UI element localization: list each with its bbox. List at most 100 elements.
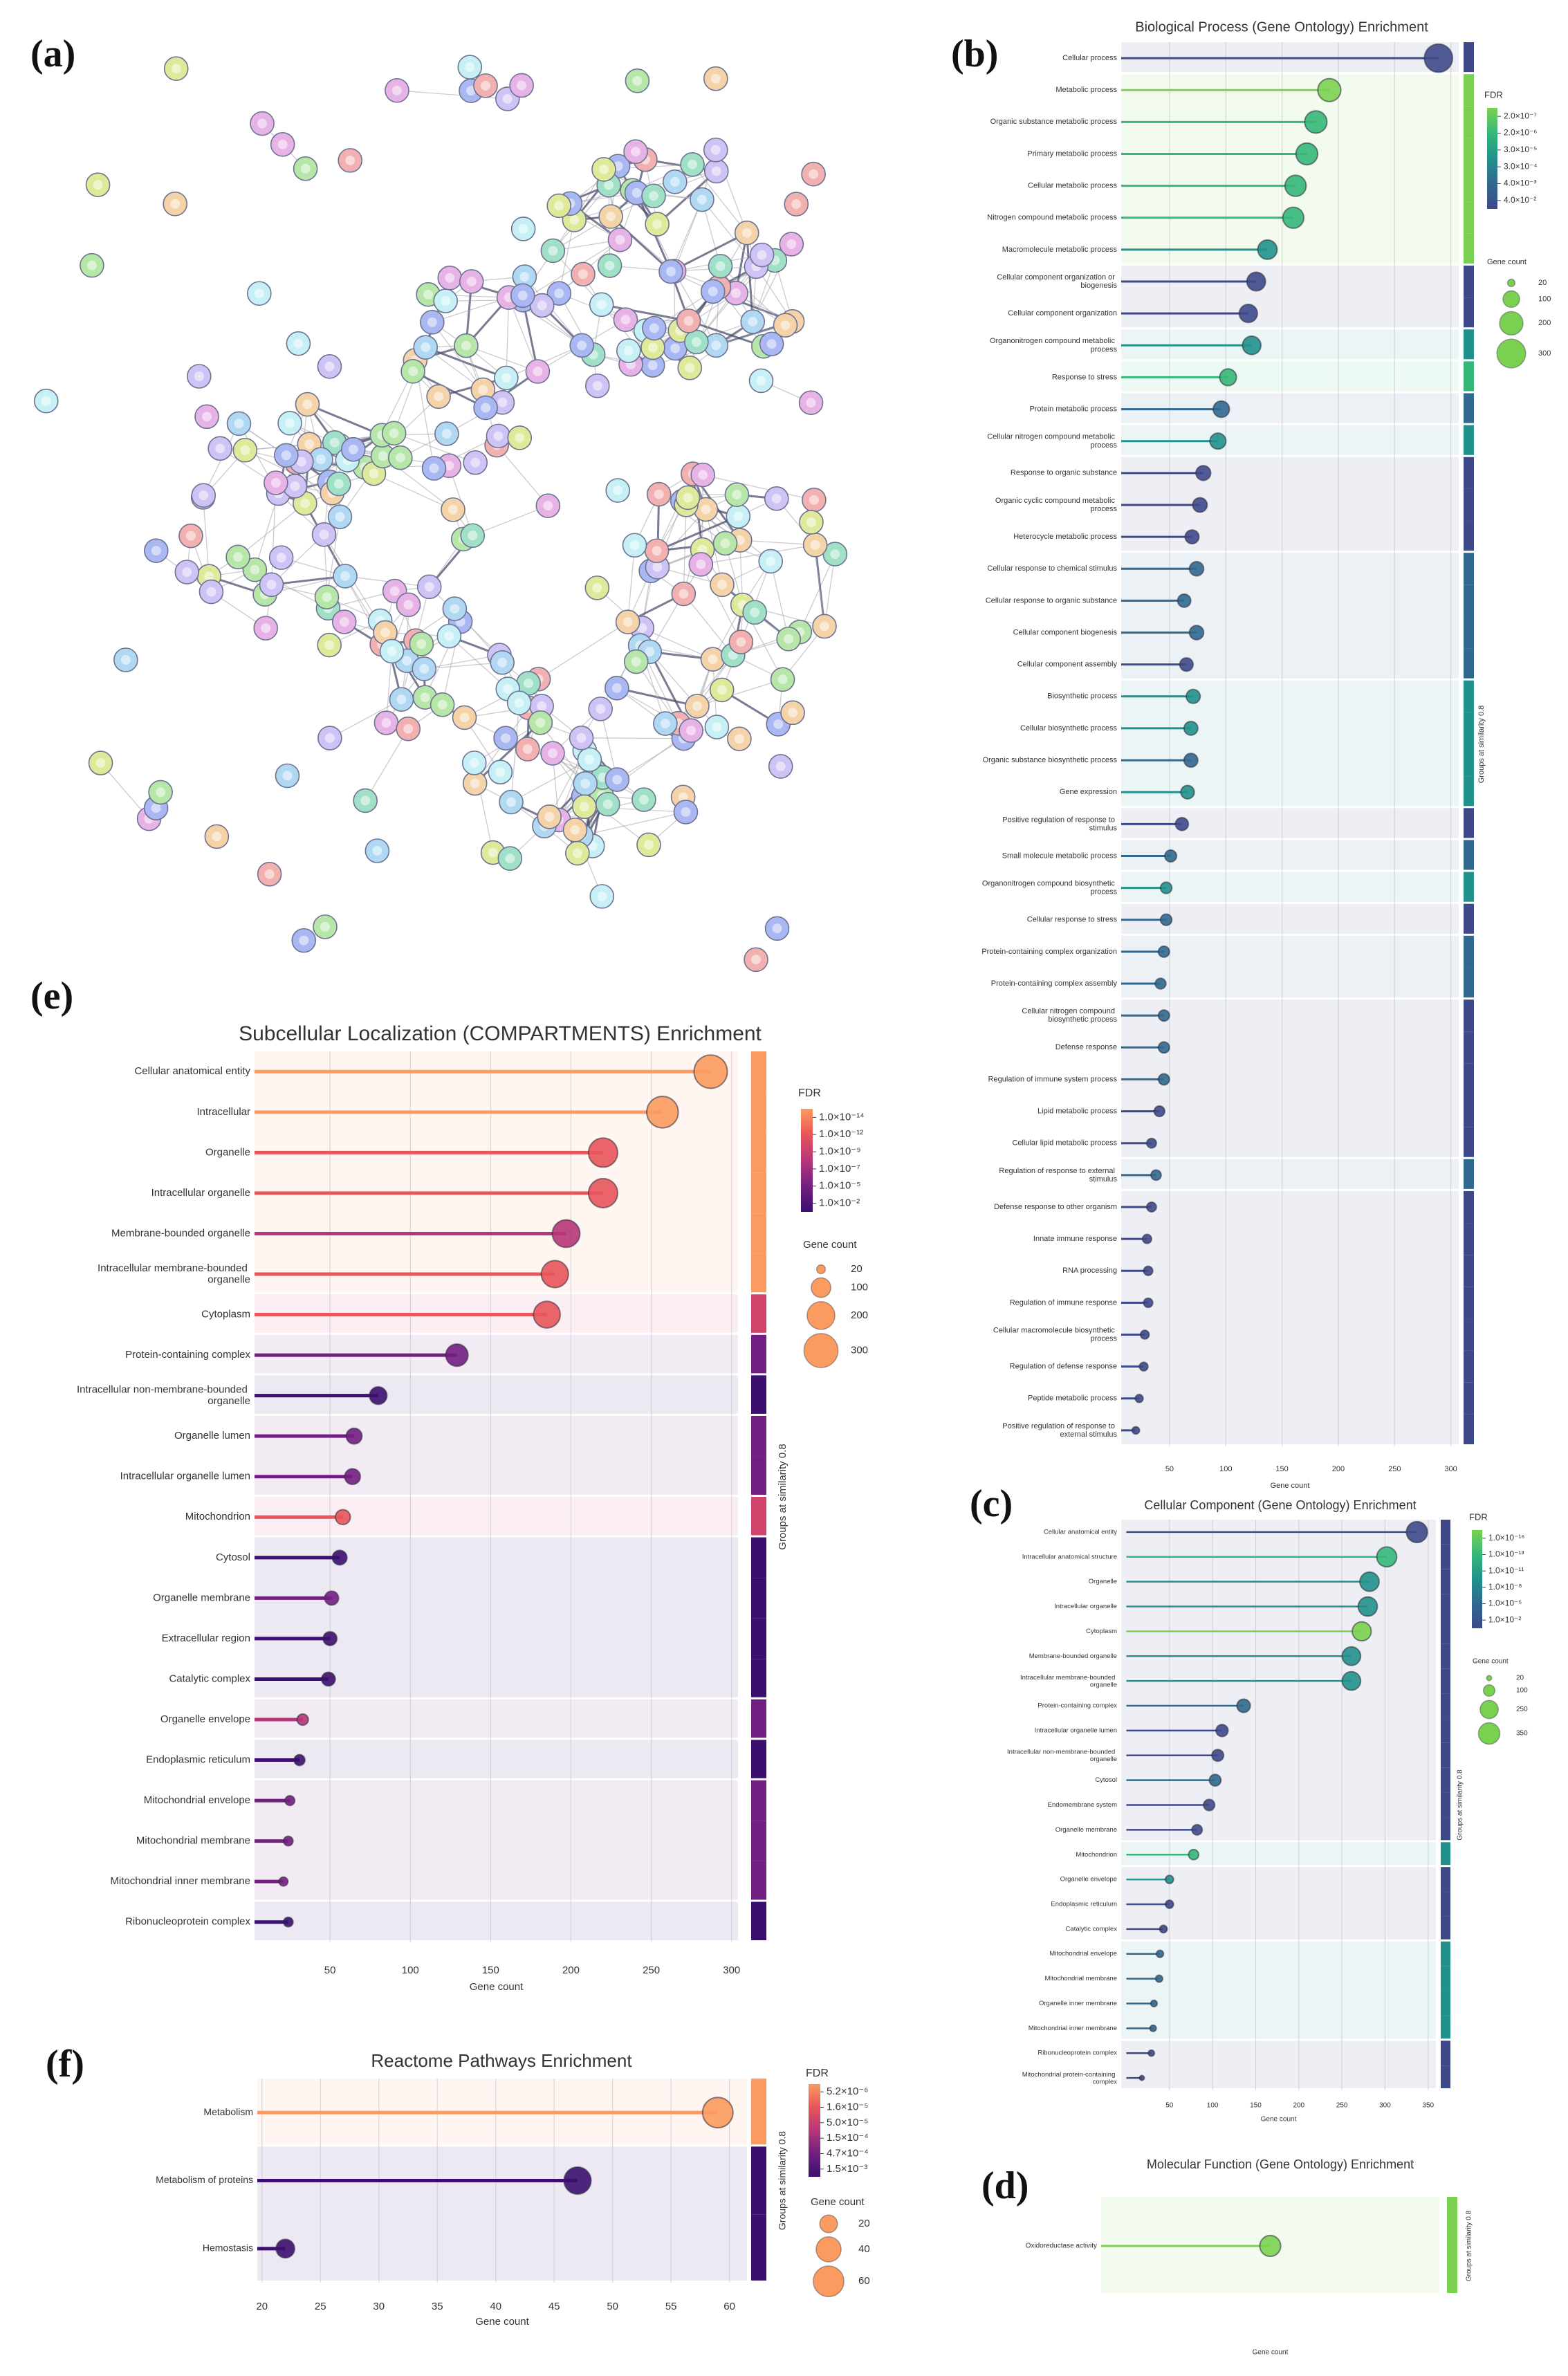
group-strip <box>1464 42 1474 73</box>
category-label: Mitochondrial inner membrane <box>1029 2025 1117 2032</box>
lollipop-head <box>296 1713 309 1726</box>
category-label: Intracellular non-membrane-bounded organ… <box>77 1383 250 1407</box>
network-node-core <box>290 481 300 491</box>
legend-title: FDR <box>1469 1511 1488 1522</box>
group-strip <box>1464 1287 1474 1319</box>
network-node-core <box>665 266 676 277</box>
x-tick-label: 300 <box>1379 2102 1391 2110</box>
lollipop-head <box>1282 206 1305 229</box>
group-strip <box>1464 776 1474 807</box>
category-label: Cytosol <box>216 1551 250 1563</box>
network-edge <box>702 474 815 501</box>
network-node-core <box>612 775 622 785</box>
category-label: Peptide metabolic process <box>1028 1394 1118 1403</box>
lollipop-head <box>1188 625 1205 641</box>
network-node-core <box>698 470 708 480</box>
group-strip <box>1464 903 1474 934</box>
network-node-core <box>202 412 212 422</box>
lollipop-head <box>1149 2024 1157 2032</box>
group-background <box>1121 1255 1459 1287</box>
network-node-core <box>469 757 479 768</box>
network-node-core <box>691 337 701 347</box>
network-node-core <box>652 546 662 556</box>
network-node-core <box>396 694 407 705</box>
network-node-core <box>372 845 382 856</box>
category-label: Organelle envelope <box>1060 1876 1117 1884</box>
network-node-core <box>535 717 546 728</box>
network-node-core <box>503 684 513 694</box>
category-label: Cytosol <box>1095 1776 1117 1784</box>
colorbar <box>1472 1530 1482 1628</box>
size-legend-label: 100 <box>1538 295 1551 303</box>
legend-title: Gene count <box>803 1239 857 1251</box>
network-node-core <box>710 145 721 155</box>
network-node-core <box>445 273 455 283</box>
size-legend-label: 300 <box>851 1344 868 1356</box>
x-tick-label: 200 <box>1293 2102 1304 2110</box>
network-node-core <box>623 346 634 356</box>
network-node-core <box>554 288 564 299</box>
size-legend-label: 200 <box>851 1309 868 1321</box>
network-node-core <box>533 366 543 376</box>
lollipop-head <box>334 1509 351 1526</box>
size-legend-circle <box>811 1277 831 1298</box>
network-node-core <box>264 869 275 879</box>
network-node-core <box>670 343 681 353</box>
group-strip <box>1441 1668 1450 1694</box>
x-tick-label: 250 <box>1336 2102 1348 2110</box>
colorbar-label: 1.0×10⁻⁹ <box>819 1145 861 1157</box>
group-strip <box>1441 2065 1450 2088</box>
group-strip <box>1464 488 1474 522</box>
network-node-core <box>170 199 181 209</box>
category-label: Organelle membrane <box>1055 1826 1117 1834</box>
network-node-core <box>766 556 776 567</box>
network-edge <box>683 504 687 594</box>
group-strip <box>1464 169 1474 202</box>
network-node-core <box>683 492 693 503</box>
network-node-core <box>250 564 260 575</box>
lollipop-head <box>1157 945 1170 958</box>
group-background <box>257 2214 747 2281</box>
network-node-core <box>806 398 816 408</box>
category-label: Organonitrogen compound metabolic proces… <box>990 337 1118 353</box>
group-strip <box>1464 584 1474 617</box>
size-legend-circle <box>1486 1675 1493 1682</box>
lollipop-head <box>1145 1137 1157 1149</box>
group-background <box>1121 1350 1459 1383</box>
lollipop-head <box>1150 1999 1159 2008</box>
network-node-core <box>652 219 663 230</box>
lollipop-head <box>1376 1546 1398 1568</box>
network-node-core <box>320 921 330 932</box>
network-node-core <box>466 86 477 96</box>
network-node-core <box>524 678 534 688</box>
network-edge <box>799 553 836 632</box>
group-background <box>255 1740 738 1778</box>
network-node-core <box>548 246 558 256</box>
category-label: Cytoplasm <box>1086 1628 1117 1635</box>
group-strip <box>1441 1966 1450 1991</box>
group-strip <box>751 1253 766 1293</box>
network-node-core <box>537 701 547 711</box>
group-strip <box>1464 872 1474 902</box>
colorbar <box>1487 108 1497 209</box>
group-strip <box>1464 106 1474 138</box>
lollipop-head <box>1304 110 1328 134</box>
network-node-core <box>299 935 309 946</box>
group-strip <box>1464 744 1474 777</box>
colorbar-label: 4.0×10⁻² <box>1504 195 1536 205</box>
network-node-core <box>592 380 602 391</box>
category-label: Mitochondrial membrane <box>136 1835 250 1847</box>
group-background <box>1121 1414 1459 1444</box>
network-edge <box>237 503 306 558</box>
lollipop-head <box>1183 720 1199 736</box>
network-node-core <box>543 501 553 511</box>
x-tick-label: 20 <box>256 2301 268 2312</box>
lollipop-head <box>1154 977 1167 990</box>
network-node-core <box>777 674 788 685</box>
network-node-core <box>736 637 746 647</box>
network-node-core <box>638 795 649 805</box>
network-edge <box>306 403 382 436</box>
group-background <box>1121 2065 1436 2088</box>
network-node-core <box>712 722 722 733</box>
